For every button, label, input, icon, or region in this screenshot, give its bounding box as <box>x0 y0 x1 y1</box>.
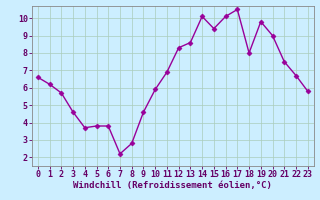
X-axis label: Windchill (Refroidissement éolien,°C): Windchill (Refroidissement éolien,°C) <box>73 181 272 190</box>
